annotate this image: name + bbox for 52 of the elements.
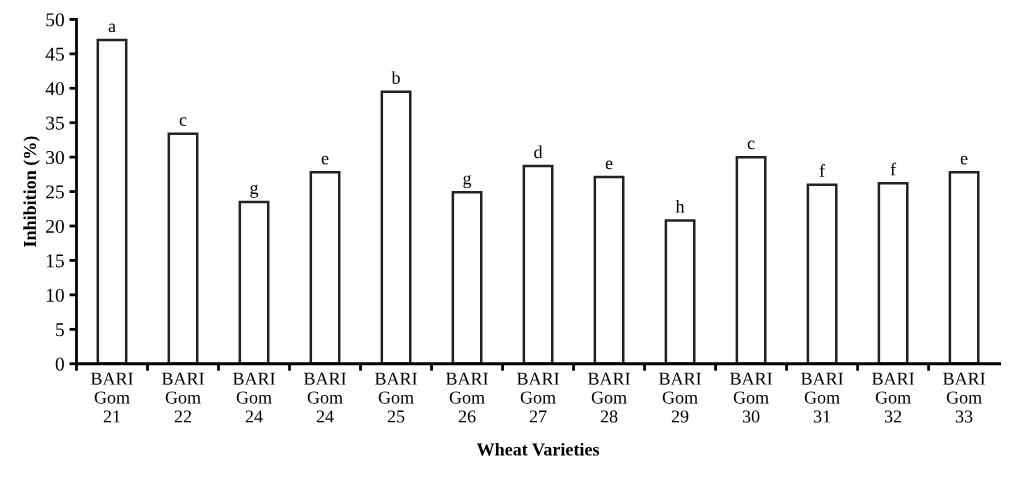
bar [522,164,554,364]
data-label: c [179,117,187,126]
data-label: e [605,160,613,170]
x-tick-label: BARI Gom 32 [872,372,915,423]
x-tick-label: BARI Gom 26 [445,372,488,423]
bar [167,132,199,364]
data-label: c [747,140,755,150]
x-axis-title: Wheat Varieties [476,442,600,456]
y-tick-label: 25 [46,185,64,199]
y-tick-label: 15 [46,254,64,268]
y-tick-label: 5 [56,323,64,337]
data-label: f [819,163,826,177]
x-tick-label: BARI Gom 24 [303,372,346,423]
data-label: g [250,184,259,198]
y-axis-title: Inhibition (%) [23,136,40,247]
data-label: g [463,174,472,189]
y-tick-label: 45 [45,47,64,61]
data-label: h [675,199,685,213]
y-tick-label: 30 [46,150,64,165]
y-tick-label: 10 [46,288,64,302]
bar [877,182,909,364]
data-label: f [890,162,897,176]
data-label: d [534,145,543,159]
x-tick-label: BARI Gom 27 [517,372,559,423]
bar [664,219,696,364]
bar [451,191,483,364]
bar [309,171,341,364]
bar [735,155,767,364]
bar [593,175,625,364]
bar [96,38,128,364]
x-tick-label: BARI Gom 21 [90,372,133,423]
bar [948,171,980,364]
bar [806,183,838,364]
y-tick-label: 40 [45,82,64,96]
y-tick-label: 50 [46,13,64,27]
data-label: b [391,71,400,84]
data-label: a [108,23,116,33]
y-tick-label: 0 [55,357,64,371]
bar [380,90,412,364]
x-tick-label: BARI Gom 25 [374,372,417,423]
x-tick-label: BARI Gom 29 [659,372,701,423]
x-tick-label: BARI Gom 30 [730,372,773,423]
x-tick-label: BARI Gom 33 [943,372,986,423]
x-tick-label: BARI Gom 24 [232,372,275,423]
x-tick-label: BARI Gom 22 [161,372,204,423]
data-label: e [321,155,329,165]
y-tick-label: 35 [46,116,64,130]
bar [238,200,270,364]
x-tick-label: BARI Gom 28 [588,372,630,423]
x-tick-label: BARI Gom 31 [801,372,844,423]
y-tick-label: 20 [46,219,64,233]
data-label: e [960,155,968,165]
